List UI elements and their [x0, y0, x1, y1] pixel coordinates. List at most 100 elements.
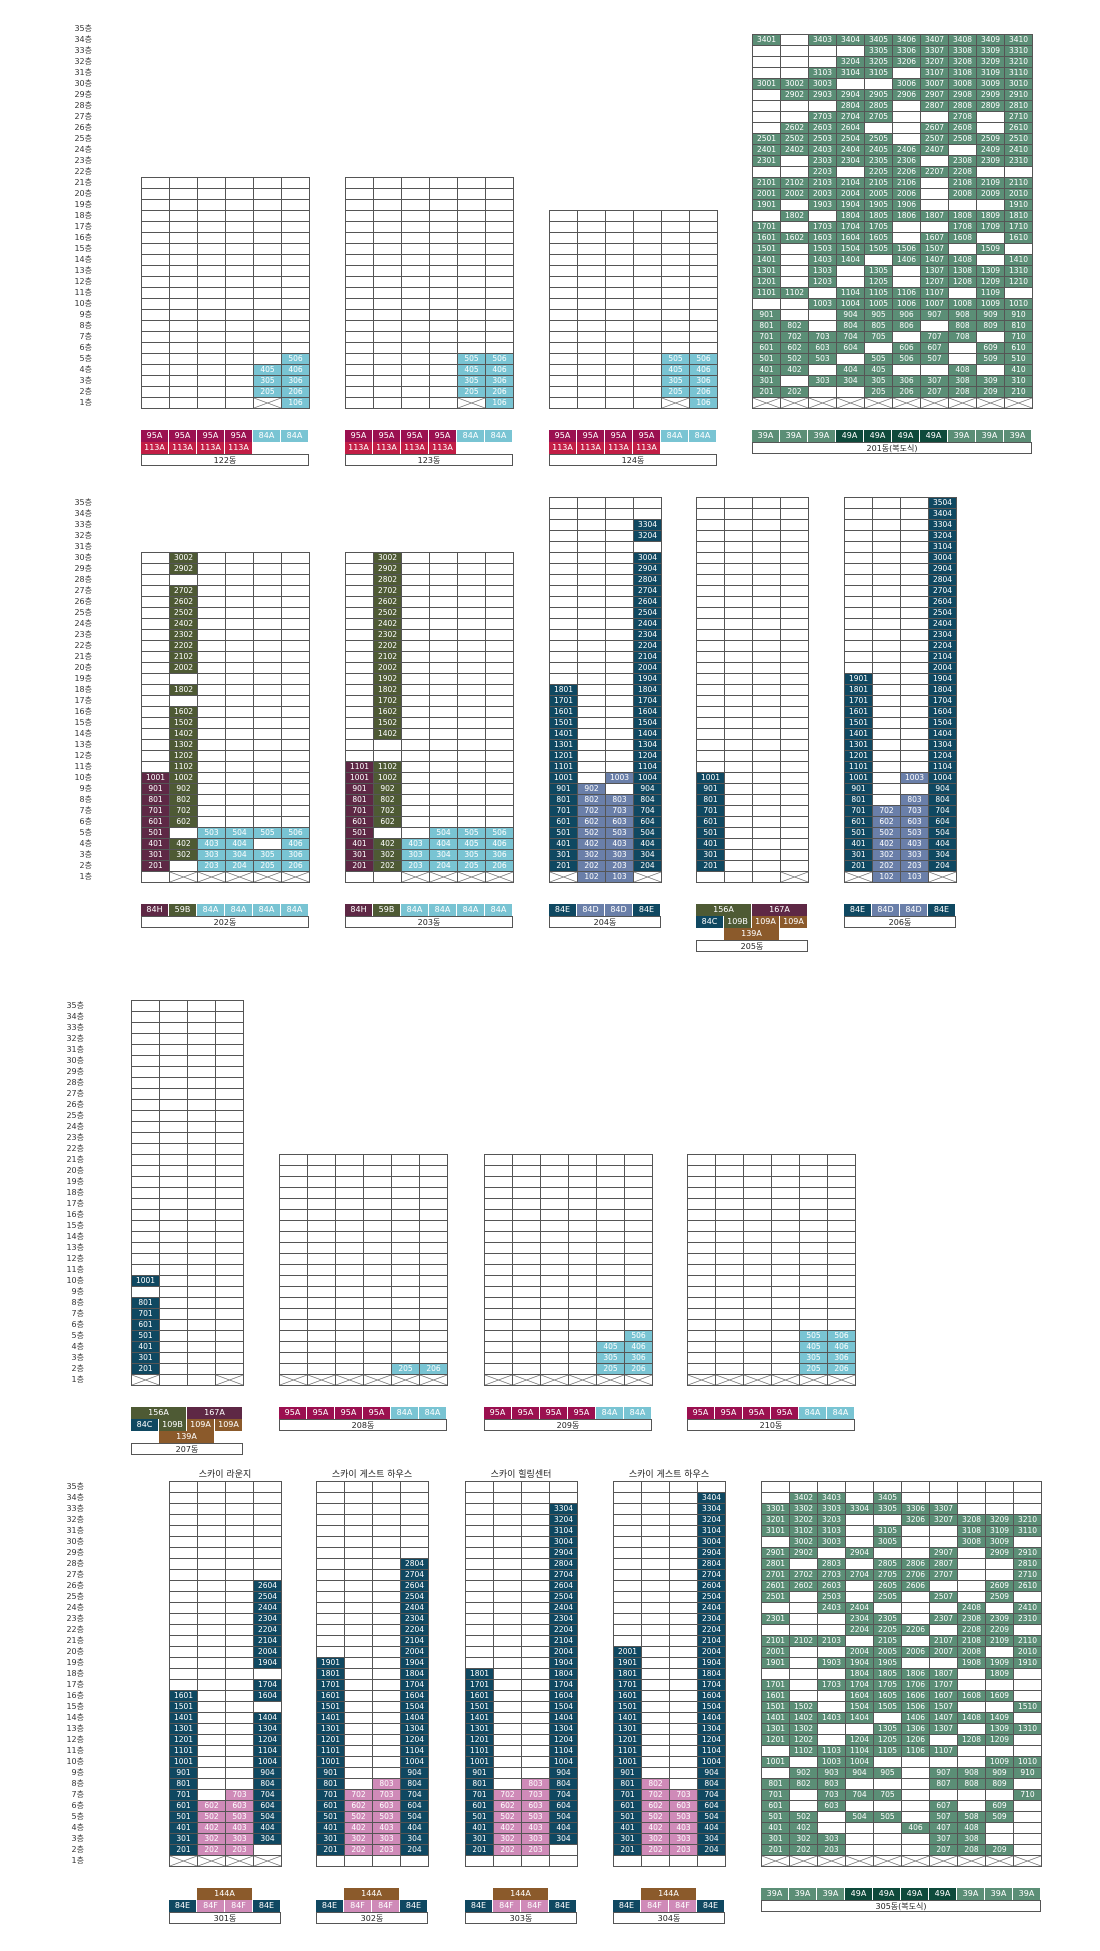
unit-cell[interactable]: 802 [170, 795, 198, 806]
unit-cell[interactable]: 3204 [929, 531, 957, 542]
unit-cell[interactable]: 208 [949, 387, 977, 398]
unit-cell[interactable]: 2204 [550, 1625, 578, 1636]
unit-cell[interactable]: 203 [198, 861, 226, 872]
unit-cell[interactable]: 504 [634, 828, 662, 839]
unit-cell[interactable]: 301 [697, 850, 725, 861]
unit-cell[interactable]: 1001 [466, 1757, 494, 1768]
unit-cell[interactable]: 1704 [929, 696, 957, 707]
unit-cell[interactable]: 3408 [949, 35, 977, 46]
unit-cell[interactable]: 401 [753, 365, 781, 376]
unit-cell[interactable]: 2104 [929, 652, 957, 663]
unit-cell[interactable]: 2309 [977, 156, 1005, 167]
unit-cell[interactable]: 1301 [170, 1724, 198, 1735]
unit-cell[interactable]: 2608 [949, 123, 977, 134]
unit-cell[interactable]: 1701 [753, 222, 781, 233]
unit-cell[interactable]: 3201 [762, 1515, 790, 1526]
unit-cell[interactable]: 410 [1005, 365, 1033, 376]
unit-cell[interactable]: 207 [930, 1845, 958, 1856]
unit-cell[interactable]: 2902 [374, 564, 402, 575]
unit-cell[interactable]: 2705 [874, 1570, 902, 1581]
unit-cell[interactable]: 1909 [986, 1658, 1014, 1669]
unit-cell[interactable]: 205 [865, 387, 893, 398]
unit-cell[interactable]: 702 [345, 1790, 373, 1801]
unit-cell[interactable]: 2101 [753, 178, 781, 189]
unit-cell[interactable]: 1605 [874, 1691, 902, 1702]
unit-cell[interactable]: 201 [132, 1364, 160, 1375]
unit-cell[interactable]: 1507 [930, 1702, 958, 1713]
unit-cell[interactable]: 2002 [781, 189, 809, 200]
unit-cell[interactable]: 603 [809, 343, 837, 354]
unit-cell[interactable]: 1001 [550, 773, 578, 784]
unit-cell[interactable]: 1206 [902, 1735, 930, 1746]
unit-cell[interactable]: 506 [486, 354, 514, 365]
unit-cell[interactable]: 1904 [550, 1658, 578, 1669]
unit-cell[interactable]: 1001 [142, 773, 170, 784]
unit-cell[interactable]: 503 [901, 828, 929, 839]
unit-cell[interactable]: 301 [317, 1834, 345, 1845]
unit-cell[interactable]: 2904 [846, 1548, 874, 1559]
unit-cell[interactable]: 3204 [837, 57, 865, 68]
unit-cell[interactable]: 209 [977, 387, 1005, 398]
unit-cell[interactable]: 1301 [614, 1724, 642, 1735]
unit-cell[interactable]: 1501 [317, 1702, 345, 1713]
unit-cell[interactable]: 2809 [977, 101, 1005, 112]
unit-cell[interactable]: 702 [642, 1790, 670, 1801]
unit-cell[interactable]: 301 [845, 850, 873, 861]
unit-cell[interactable]: 210 [1005, 387, 1033, 398]
unit-cell[interactable]: 1001 [170, 1757, 198, 1768]
unit-cell[interactable]: 505 [874, 1812, 902, 1823]
unit-cell[interactable]: 1704 [401, 1680, 429, 1691]
unit-cell[interactable]: 801 [614, 1779, 642, 1790]
unit-cell[interactable]: 302 [873, 850, 901, 861]
unit-cell[interactable]: 304 [837, 376, 865, 387]
unit-cell[interactable]: 2005 [874, 1647, 902, 1658]
unit-cell[interactable]: 302 [170, 850, 198, 861]
unit-cell[interactable]: 2207 [921, 167, 949, 178]
unit-cell[interactable]: 2904 [550, 1548, 578, 1559]
unit-cell[interactable]: 2704 [929, 586, 957, 597]
unit-cell[interactable]: 1905 [874, 1658, 902, 1669]
unit-cell[interactable]: 2204 [846, 1625, 874, 1636]
unit-cell[interactable]: 2803 [818, 1559, 846, 1570]
unit-cell[interactable]: 3103 [809, 68, 837, 79]
unit-cell[interactable]: 904 [698, 1768, 726, 1779]
unit-cell[interactable]: 1704 [634, 696, 662, 707]
unit-cell[interactable]: 1601 [845, 707, 873, 718]
unit-cell[interactable]: 402 [494, 1823, 522, 1834]
unit-cell[interactable]: 1706 [902, 1680, 930, 1691]
unit-cell[interactable]: 3002 [374, 553, 402, 564]
unit-cell[interactable]: 1604 [929, 707, 957, 718]
unit-cell[interactable]: 1804 [837, 211, 865, 222]
unit-cell[interactable]: 803 [818, 1779, 846, 1790]
unit-cell[interactable]: 503 [522, 1812, 550, 1823]
unit-cell[interactable]: 1004 [698, 1757, 726, 1768]
unit-cell[interactable]: 408 [949, 365, 977, 376]
unit-cell[interactable]: 1701 [845, 696, 873, 707]
unit-cell[interactable]: 2509 [986, 1592, 1014, 1603]
unit-cell[interactable]: 2304 [698, 1614, 726, 1625]
unit-cell[interactable]: 2401 [753, 145, 781, 156]
unit-cell[interactable]: 2004 [550, 1647, 578, 1658]
unit-cell[interactable]: 1305 [874, 1724, 902, 1735]
unit-cell[interactable]: 904 [846, 1768, 874, 1779]
unit-cell[interactable]: 2304 [634, 630, 662, 641]
unit-cell[interactable]: 2403 [809, 145, 837, 156]
unit-cell[interactable]: 704 [634, 806, 662, 817]
unit-cell[interactable]: 1010 [1005, 299, 1033, 310]
unit-cell[interactable]: 402 [642, 1823, 670, 1834]
unit-cell[interactable]: 2509 [977, 134, 1005, 145]
unit-cell[interactable]: 606 [893, 343, 921, 354]
unit-cell[interactable]: 1410 [1005, 255, 1033, 266]
unit-cell[interactable]: 2703 [809, 112, 837, 123]
unit-cell[interactable]: 1403 [818, 1713, 846, 1724]
unit-cell[interactable]: 2402 [374, 619, 402, 630]
unit-cell[interactable]: 2404 [254, 1603, 282, 1614]
unit-cell[interactable]: 2206 [902, 1625, 930, 1636]
unit-cell[interactable]: 3008 [949, 79, 977, 90]
unit-cell[interactable]: 1303 [809, 266, 837, 277]
unit-cell[interactable]: 1306 [902, 1724, 930, 1735]
unit-cell[interactable]: 702 [578, 806, 606, 817]
unit-cell[interactable]: 206 [486, 387, 514, 398]
unit-cell[interactable]: 3210 [1014, 1515, 1042, 1526]
unit-cell[interactable]: 405 [865, 365, 893, 376]
